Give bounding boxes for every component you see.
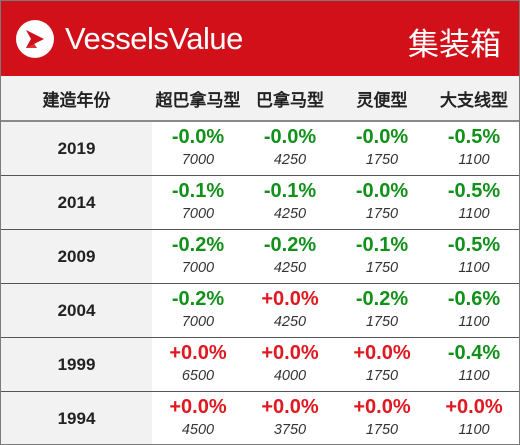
table-header: 建造年份 超巴拿马型 巴拿马型 灵便型 大支线型 (1, 76, 519, 122)
value-cell: -0.1% 4250 (244, 175, 336, 230)
vessel-size-value: 4250 (273, 260, 307, 276)
table-row: 1999 +0.0% 6500 +0.0% 4000 +0.0% 1750 -0.4% 1100 (1, 337, 519, 392)
vessel-size-value: 1100 (458, 368, 490, 384)
value-cell: -0.5% 1100 (428, 175, 519, 230)
value-change-percent: -0.2% (263, 234, 317, 256)
value-change-percent: +0.0% (261, 288, 319, 310)
vessel-size-value: 7000 (181, 206, 215, 222)
vessel-size-value: 1750 (365, 368, 399, 384)
value-change-percent: -0.0% (263, 126, 317, 148)
value-cell: -0.5% 1100 (428, 121, 519, 176)
value-change-percent: -0.0% (355, 126, 409, 148)
vessel-size-value: 1750 (365, 152, 399, 168)
vessel-size-value: 4250 (273, 314, 307, 330)
vessel-size-value: 1100 (458, 260, 490, 276)
value-change-percent: +0.0% (445, 396, 503, 418)
vessel-size-value: 4250 (273, 152, 307, 168)
value-change-percent: -0.1% (355, 234, 409, 256)
vessel-size-value: 4000 (273, 368, 307, 384)
vessel-size-value: 1100 (458, 422, 490, 438)
column-header-vessel-class: 大支线型 (428, 76, 519, 122)
vessel-size-value: 1750 (365, 206, 399, 222)
value-cell: -0.1% 1750 (336, 229, 428, 284)
value-cell: -0.2% 7000 (152, 283, 244, 338)
vessel-size-value: 7000 (181, 260, 215, 276)
build-year-cell: 2014 (1, 175, 152, 230)
value-change-percent: +0.0% (261, 342, 319, 364)
value-change-percent: -0.5% (447, 234, 501, 256)
vessel-size-value: 1100 (458, 152, 490, 168)
value-cell: -0.0% 1750 (336, 121, 428, 176)
table-row: 2014 -0.1% 7000 -0.1% 4250 -0.0% 1750 -0.5% 1100 (1, 175, 519, 230)
vessel-size-value: 3750 (273, 422, 307, 438)
value-change-table: 建造年份 超巴拿马型 巴拿马型 灵便型 大支线型 2019 -0.0% 7000 -0.0% 4… (1, 76, 519, 445)
value-change-percent: -0.1% (263, 180, 317, 202)
column-header-vessel-class: 巴拿马型 (244, 76, 336, 122)
value-cell: -0.2% 1750 (336, 283, 428, 338)
table-row: 1994 +0.0% 4500 +0.0% 3750 +0.0% 1750 +0.0% 1100 (1, 391, 519, 445)
header-bar: VesselsValue 集装箱 (1, 1, 519, 76)
value-cell: -0.5% 1100 (428, 229, 519, 284)
value-change-percent: -0.2% (171, 288, 225, 310)
build-year-cell: 2009 (1, 229, 152, 284)
value-cell: -0.2% 4250 (244, 229, 336, 284)
value-cell: +0.0% 4000 (244, 337, 336, 392)
value-cell: +0.0% 1100 (428, 392, 519, 445)
value-change-percent: +0.0% (169, 396, 227, 418)
column-header-vessel-class: 灵便型 (336, 76, 428, 122)
build-year-cell: 1999 (1, 337, 152, 392)
vessel-size-value: 1750 (365, 314, 399, 330)
vessel-size-value: 6500 (181, 368, 215, 384)
value-change-percent: +0.0% (353, 396, 411, 418)
value-change-percent: -0.0% (355, 180, 409, 202)
value-cell: -0.2% 7000 (152, 229, 244, 284)
value-change-percent: +0.0% (169, 342, 227, 364)
value-cell: +0.0% 4250 (244, 283, 336, 338)
value-cell: -0.4% 1100 (428, 337, 519, 392)
value-change-percent: -0.0% (171, 126, 225, 148)
value-cell: +0.0% 6500 (152, 337, 244, 392)
vessel-size-value: 7000 (181, 152, 215, 168)
vessel-size-value: 1100 (458, 314, 490, 330)
build-year-cell: 2004 (1, 283, 152, 338)
value-change-percent: -0.5% (447, 180, 501, 202)
vesselsvalue-logo-icon (16, 20, 54, 58)
column-header-vessel-class: 超巴拿马型 (152, 76, 244, 122)
value-cell: +0.0% 1750 (336, 392, 428, 445)
value-cell: -0.6% 1100 (428, 283, 519, 338)
vessel-size-value: 4500 (181, 422, 215, 438)
column-header-build-year: 建造年份 (1, 76, 152, 122)
vessel-size-value: 4250 (273, 206, 307, 222)
value-change-percent: -0.4% (447, 342, 501, 364)
value-cell: -0.0% 4250 (244, 121, 336, 176)
table-row: 2009 -0.2% 7000 -0.2% 4250 -0.1% 1750 -0.5% 1100 (1, 229, 519, 284)
value-change-percent: -0.5% (447, 126, 501, 148)
brand-name: VesselsValue (65, 21, 243, 56)
value-change-percent: -0.2% (355, 288, 409, 310)
table-row: 2019 -0.0% 7000 -0.0% 4250 -0.0% 1750 -0.5% 1100 (1, 121, 519, 176)
vessel-size-value: 7000 (181, 314, 215, 330)
value-change-percent: -0.6% (447, 288, 501, 310)
build-year-cell: 1994 (1, 391, 152, 444)
value-cell: +0.0% 4500 (152, 392, 244, 445)
vessel-size-value: 1750 (365, 260, 399, 276)
table-row: 2004 -0.2% 7000 +0.0% 4250 -0.2% 1750 -0.6% 1100 (1, 283, 519, 338)
value-cell: -0.1% 7000 (152, 175, 244, 230)
value-cell: +0.0% 1750 (336, 337, 428, 392)
value-change-percent: -0.1% (171, 180, 225, 202)
value-cell: -0.0% 1750 (336, 175, 428, 230)
value-change-percent: +0.0% (353, 342, 411, 364)
value-cell: -0.0% 7000 (152, 121, 244, 176)
page-title: 集装箱 (408, 27, 501, 63)
vessel-size-value: 1750 (365, 422, 399, 438)
value-change-percent: -0.2% (171, 234, 225, 256)
value-change-percent: +0.0% (261, 396, 319, 418)
table-body: 2019 -0.0% 7000 -0.0% 4250 -0.0% 1750 -0.5% 1100… (1, 121, 519, 445)
value-cell: +0.0% 3750 (244, 392, 336, 445)
build-year-cell: 2019 (1, 121, 152, 176)
vessel-size-value: 1100 (458, 206, 490, 222)
header-row: 建造年份 超巴拿马型 巴拿马型 灵便型 大支线型 (1, 76, 519, 122)
